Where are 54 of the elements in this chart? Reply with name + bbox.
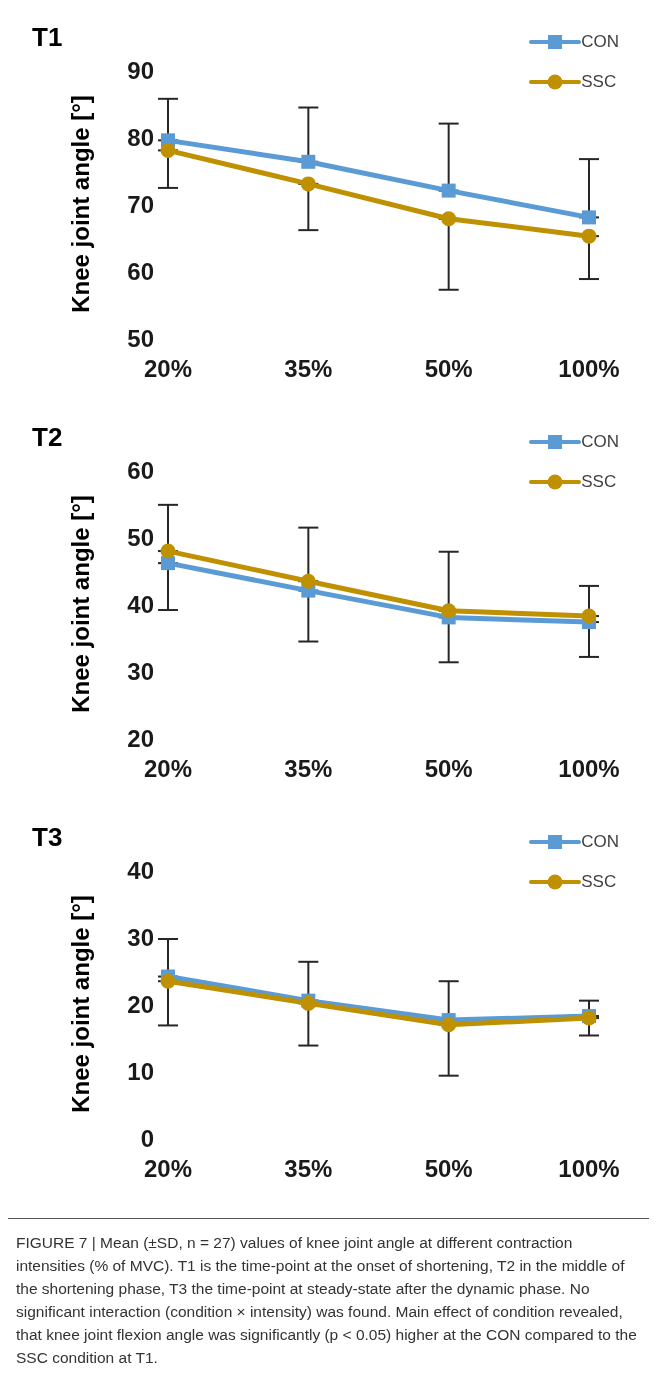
x-tick-label: 35% bbox=[284, 1155, 333, 1183]
x-tick-label: 50% bbox=[424, 1155, 473, 1183]
point bbox=[160, 543, 176, 559]
y-tick-label: 30 bbox=[127, 657, 154, 685]
legend-label: CON bbox=[581, 432, 619, 452]
legend-label: SSC bbox=[581, 872, 617, 892]
caption: FIGURE 7 | Mean (±SD, n = 27) values of knee joint angle at different contraction intensities (% of MVC). T1 is the time-point at the onset of shortening, T2 in the middle of the shortening phase, T3 the time-point at steady-state after the dynamic phase. No significant interaction (condition × intensity) was found. Main effect of condition revealed, that knee joint flexion angle was significantly (p < 0.05) higher at the CON compared to the SSC condition at T1. bbox=[16, 1233, 638, 1368]
point bbox=[160, 973, 176, 989]
legend-label: CON bbox=[581, 832, 619, 852]
point bbox=[441, 1017, 457, 1033]
y-tick-label: 40 bbox=[127, 590, 154, 618]
chart-title: T3 bbox=[32, 822, 63, 853]
legend-label: CON bbox=[581, 32, 619, 52]
chart-title: T1 bbox=[32, 22, 63, 53]
x-tick-label: 100% bbox=[558, 355, 620, 383]
y-tick-label: 30 bbox=[127, 923, 154, 951]
point bbox=[441, 211, 457, 227]
point bbox=[581, 608, 597, 624]
y-tick-label: 60 bbox=[127, 257, 154, 285]
y-tick-label: 50 bbox=[127, 324, 154, 352]
y-axis-title: Knee joint angle [°] bbox=[66, 95, 94, 313]
point bbox=[301, 154, 316, 169]
x-tick-label: 20% bbox=[143, 755, 193, 783]
x-tick-label: 20% bbox=[143, 1155, 193, 1183]
y-tick-label: 0 bbox=[140, 1124, 154, 1152]
chart-title: T2 bbox=[32, 422, 63, 453]
y-axis-title: Knee joint angle [°] bbox=[66, 895, 94, 1113]
y-axis-title: Knee joint angle [°] bbox=[66, 495, 94, 713]
y-tick-label: 70 bbox=[127, 190, 154, 218]
point bbox=[300, 176, 316, 192]
x-tick-label: 35% bbox=[284, 755, 333, 783]
y-tick-label: 40 bbox=[127, 856, 154, 884]
y-tick-label: 80 bbox=[127, 123, 154, 151]
x-tick-label: 50% bbox=[424, 355, 473, 383]
y-tick-label: 90 bbox=[127, 56, 154, 84]
point bbox=[161, 556, 175, 571]
point bbox=[300, 573, 316, 589]
y-tick-label: 60 bbox=[127, 456, 154, 484]
point bbox=[160, 142, 176, 158]
x-tick-label: 50% bbox=[424, 755, 473, 783]
legend-label: SSC bbox=[581, 72, 617, 92]
y-tick-label: 50 bbox=[127, 523, 154, 551]
point bbox=[582, 210, 596, 225]
x-tick-label: 20% bbox=[143, 355, 193, 383]
x-tick-label: 100% bbox=[558, 1155, 620, 1183]
x-tick-label: 35% bbox=[284, 355, 333, 383]
y-tick-label: 20 bbox=[127, 990, 154, 1018]
x-tick-label: 100% bbox=[558, 755, 620, 783]
y-tick-label: 20 bbox=[127, 724, 154, 752]
point bbox=[441, 603, 457, 619]
point bbox=[441, 183, 456, 198]
legend-label: SSC bbox=[581, 472, 617, 492]
y-tick-label: 10 bbox=[127, 1057, 154, 1085]
point bbox=[581, 228, 597, 244]
